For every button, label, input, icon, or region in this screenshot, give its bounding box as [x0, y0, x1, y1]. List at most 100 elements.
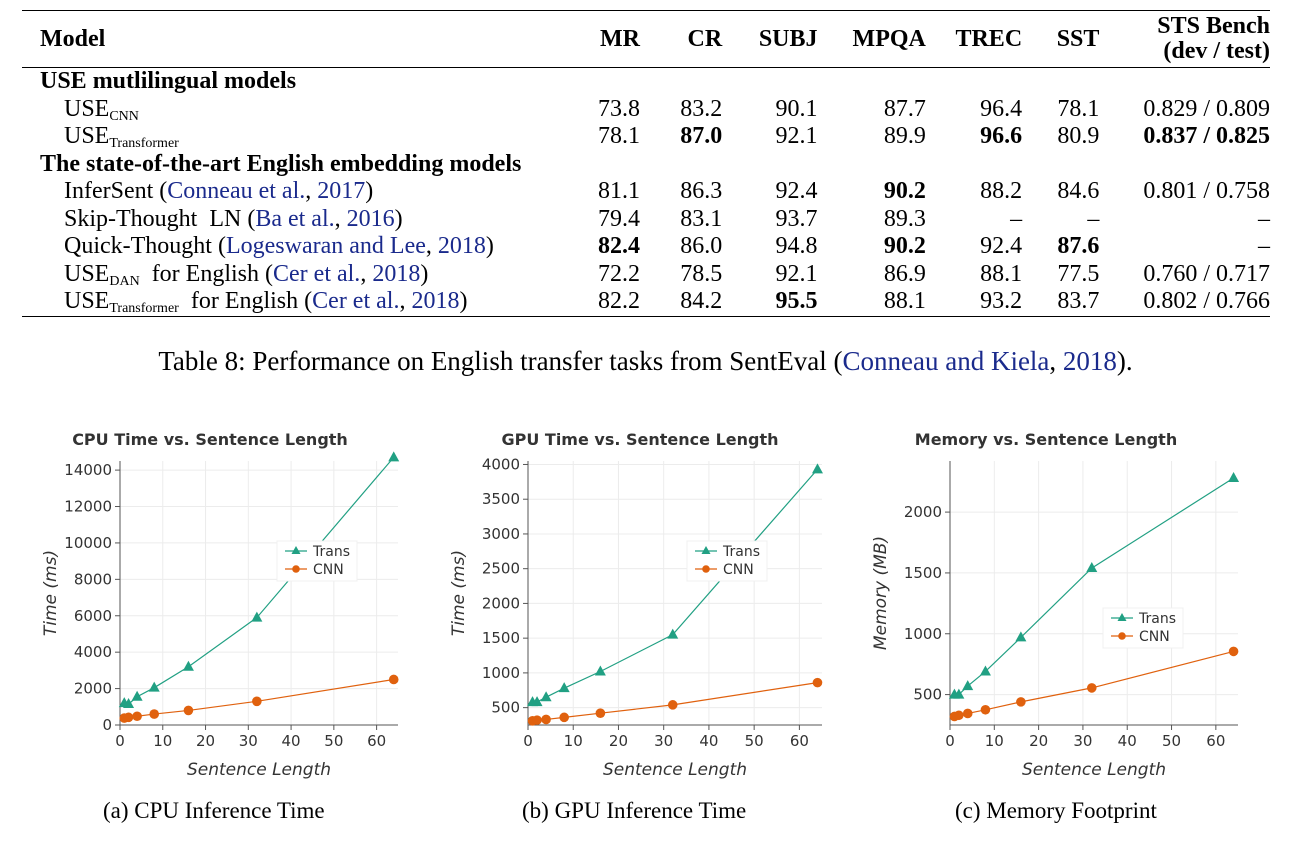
citation-link[interactable]: Cer et al.: [312, 288, 400, 315]
table-row: USETransformer 78.1 87.0 92.1 89.9 96.6 80.9 0.…: [22, 123, 1270, 151]
citation-year-link[interactable]: 2016: [346, 205, 395, 232]
data-point-cnn: [1228, 646, 1239, 657]
model-name-subscript: Transformer: [109, 136, 179, 152]
x-tick-label: 40: [699, 732, 718, 750]
value-cell: 81.1: [597, 178, 640, 205]
x-tick-label: 10: [564, 732, 583, 750]
citation-year-link[interactable]: 2018: [372, 260, 421, 287]
data-point-cnn: [252, 696, 262, 707]
model-name-suffix: for English: [139, 260, 260, 287]
section-row: USE mutlilingual models: [22, 68, 1270, 96]
x-axis-label: Sentence Length: [1022, 760, 1166, 780]
table-header-row: Model MR CR SUBJ MPQA TREC SST STS Bench…: [22, 10, 1270, 68]
value-cell: 93.7: [775, 205, 818, 232]
x-tick-label: 10: [985, 732, 1004, 750]
table-caption: Table 8: Performance on English transfer…: [0, 346, 1291, 377]
value-cell: –: [1258, 205, 1270, 232]
data-point-trans: [131, 690, 143, 701]
value-cell: 93.2: [925, 288, 1023, 317]
x-tick-label: 20: [609, 732, 628, 750]
citation-link[interactable]: Ba et al.: [255, 205, 335, 232]
x-tick-label: 10: [153, 732, 172, 750]
gpu-time-chart: GPU Time vs. Sentence Length500100015002…: [449, 430, 823, 780]
model-name-cell: Skip-Thought LN (Ba et al., 2016): [64, 205, 403, 232]
model-name-subscript: Transformer: [109, 301, 179, 317]
x-tick-label: 40: [282, 732, 301, 750]
y-tick-label: 1500: [482, 629, 520, 647]
table-row: InferSent (Conneau et al., 2017) 81.1 86.3…: [22, 178, 1270, 206]
data-point-trans: [667, 628, 679, 639]
data-point-trans: [953, 688, 965, 699]
value-cell: 87.7: [883, 95, 926, 122]
header-mpqa: MPQA: [817, 10, 926, 68]
value-cell: 89.9: [883, 123, 926, 150]
data-point-cnn: [962, 708, 973, 719]
data-point-cnn: [541, 714, 551, 725]
value-cell: 90.2: [883, 233, 926, 260]
memory-chart: Memory vs. Sentence Length50010001500200…: [871, 430, 1240, 780]
citation-year-link[interactable]: 2017: [317, 178, 366, 205]
x-tick-label: 20: [196, 732, 215, 750]
header-sst: SST: [1022, 10, 1100, 68]
legend-marker-cnn: [1118, 632, 1126, 640]
citation-year-link[interactable]: 2018: [437, 233, 486, 260]
citation-link[interactable]: Logeswaran and Lee: [225, 233, 426, 260]
model-name: USE: [64, 123, 110, 150]
model-name-suffix: for English: [178, 288, 299, 315]
data-point-cnn: [667, 700, 678, 710]
legend-label-trans: Trans: [1138, 611, 1176, 627]
table-row: USETransformer for English (Cer et al., …: [22, 288, 1270, 317]
y-tick-label: 8000: [74, 570, 112, 588]
citation-link[interactable]: Cer et al.: [273, 260, 361, 287]
model-name: USE: [64, 288, 110, 315]
data-point-cnn: [132, 711, 142, 722]
x-tick-label: 50: [324, 732, 343, 750]
model-name: InferSent: [64, 178, 154, 205]
value-cell: 90.2: [883, 178, 926, 205]
data-point-cnn: [183, 705, 194, 716]
value-cell: 83.7: [1022, 288, 1100, 317]
value-cell: 77.5: [1057, 260, 1100, 287]
subcaption-c: (c) Memory Footprint: [955, 798, 1157, 823]
value-cell: 0.837 / 0.825: [1143, 123, 1270, 150]
value-cell: 92.4: [775, 178, 818, 205]
section-title: The state-of-the-art English embedding m…: [40, 150, 522, 177]
header-mr: MR: [561, 10, 640, 68]
subcaption-a: (a) CPU Inference Time: [103, 798, 325, 823]
caption-cite-link[interactable]: Conneau and Kiela: [842, 346, 1050, 376]
caption-year-link[interactable]: 2018: [1062, 346, 1117, 376]
data-point-cnn: [595, 708, 606, 718]
x-tick-label: 60: [790, 732, 809, 750]
value-cell: 95.5: [722, 288, 818, 317]
x-tick-label: 30: [1073, 732, 1092, 750]
data-point-trans: [1015, 631, 1027, 642]
chart-legend: Trans CNN: [686, 540, 768, 582]
y-axis-label: Time (ms): [449, 550, 469, 636]
model-name-cell: USECNN: [22, 96, 562, 124]
table-row: USECNN 73.8 83.2 90.1 87.7 96.4 78.1 0.829 / 0.…: [22, 96, 1270, 124]
value-cell: 84.6: [1057, 178, 1100, 205]
y-tick-label: 1000: [904, 625, 942, 643]
value-cell: –: [1258, 233, 1270, 260]
x-tick-label: 60: [1206, 732, 1225, 750]
y-tick-label: 6000: [74, 607, 112, 625]
value-cell: 87.0: [680, 123, 723, 150]
table-body: USE mutlilingual models USECNN 73.8 83.2 90.…: [22, 68, 1270, 317]
data-point-trans: [594, 665, 606, 676]
figure-cpu: CPU Time vs. Sentence Length 0 2000 4000 600…: [20, 425, 420, 790]
value-cell: 84.2: [639, 288, 723, 317]
citation-year-link[interactable]: 2018: [411, 288, 460, 315]
y-axis-label: Memory (MB): [871, 536, 891, 650]
section-row: The state-of-the-art English embedding m…: [22, 151, 1270, 179]
figure-memory: Memory vs. Sentence Length 500 1000 1500 200…: [866, 425, 1266, 790]
x-tick-label: 50: [745, 732, 764, 750]
value-cell: 0.760 / 0.717: [1143, 260, 1270, 287]
citation-link[interactable]: Conneau et al.: [167, 178, 306, 205]
legend-marker-cnn: [702, 565, 710, 573]
value-cell: 89.3: [883, 205, 926, 232]
table-row: Skip-Thought LN (Ba et al., 2016) 79.4 83.…: [22, 206, 1270, 234]
value-cell: 92.1: [775, 123, 818, 150]
value-cell: 90.1: [775, 95, 818, 122]
legend-marker-trans: [1117, 613, 1127, 621]
data-point-trans: [1228, 472, 1240, 483]
